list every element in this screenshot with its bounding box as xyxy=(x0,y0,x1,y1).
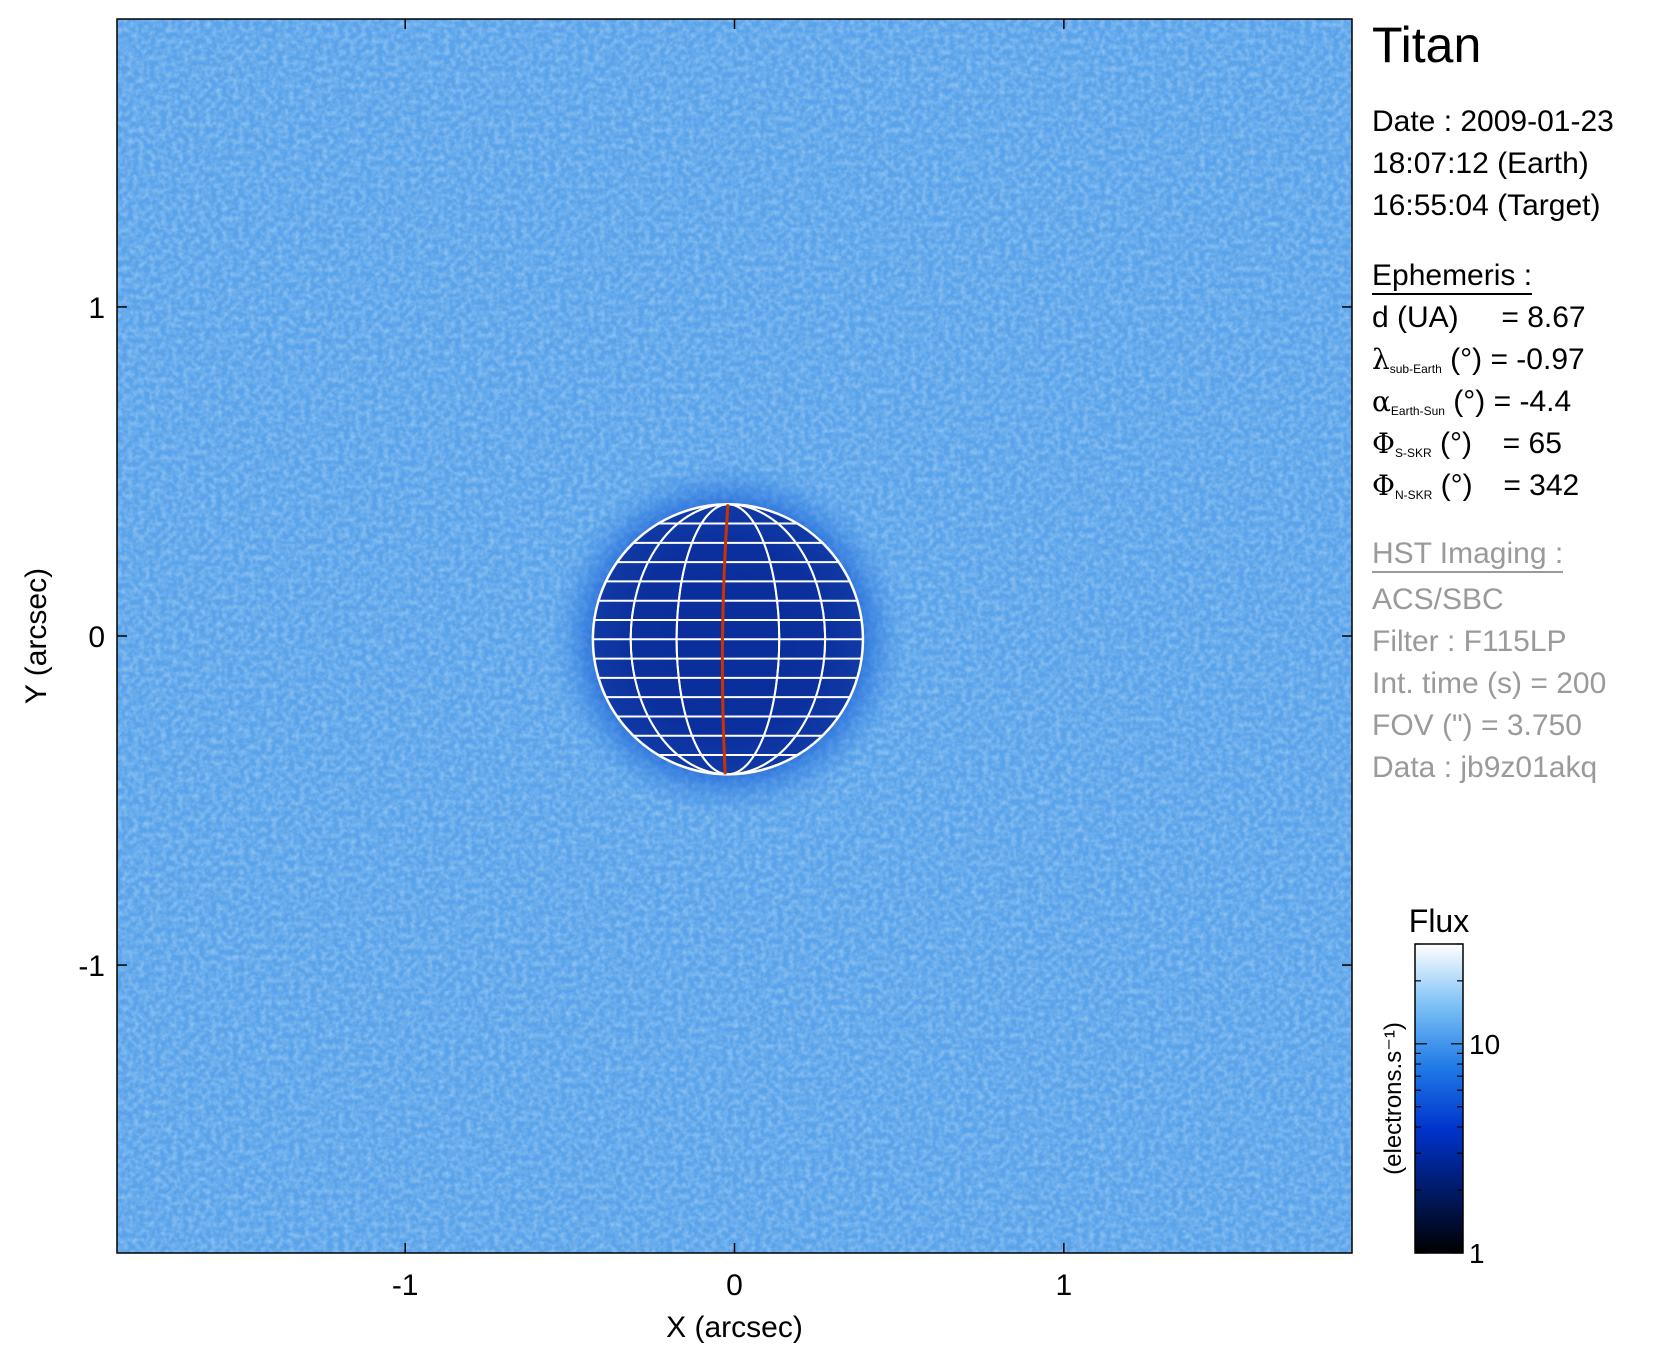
eph-sub-earth-unit: (°) xyxy=(1450,343,1483,376)
eph-phase-angle: αEarth-Sun (°) = -4.4 xyxy=(1372,384,1571,429)
titan-limb xyxy=(591,503,865,776)
eph-n-skr-unit: (°) xyxy=(1440,469,1473,502)
phi-symbol: Φ xyxy=(1372,469,1395,502)
date-line: Date : 2009-01-23 xyxy=(1372,105,1614,138)
eph-sub-earth-longitude: λsub-Earth (°) = -0.97 xyxy=(1372,342,1585,387)
eph-phase-value: = -4.4 xyxy=(1493,385,1572,418)
hst-data-id: Data : jb9z01akq xyxy=(1372,751,1598,784)
eph-s-skr-unit: (°) xyxy=(1440,427,1472,460)
x-tick-label: 1 xyxy=(1055,1269,1072,1302)
hst-header: HST Imaging : xyxy=(1372,536,1564,573)
ephemeris-header-text: Ephemeris : xyxy=(1372,259,1533,295)
colorbar-scale xyxy=(1414,943,1464,1254)
x-tick-label: 0 xyxy=(726,1269,743,1302)
eph-n-skr: ΦN-SKR (°) = 342 xyxy=(1372,468,1579,513)
colorbar-label: (electrons.s⁻¹) xyxy=(1380,1022,1407,1175)
longitude-line xyxy=(675,504,781,775)
colorbar-tick-label: 10 xyxy=(1469,1029,1500,1060)
eph-distance: d (UA) = 8.67 xyxy=(1372,300,1586,336)
alpha-symbol: α xyxy=(1372,385,1391,418)
hst-instrument: ACS/SBC xyxy=(1372,583,1504,616)
y-tick-label: -1 xyxy=(78,950,105,983)
eph-distance-label: d (UA) xyxy=(1372,301,1459,334)
s-skr-subscript: S-SKR xyxy=(1394,446,1432,460)
eph-distance-value: = 8.67 xyxy=(1501,301,1586,334)
colorbar: 1 10 xyxy=(1414,943,1500,1269)
sub-earth-subscript: sub-Earth xyxy=(1389,362,1442,376)
y-tick-label: 1 xyxy=(88,292,105,325)
phi-symbol: Φ xyxy=(1372,427,1395,460)
target-title: Titan xyxy=(1372,17,1482,73)
y-axis-label: Y (arcsec) xyxy=(20,568,53,704)
lambda-symbol: λ xyxy=(1372,343,1390,376)
x-axis-label: X (arcsec) xyxy=(666,1311,803,1344)
hst-int-time: Int. time (s) = 200 xyxy=(1372,667,1607,700)
ephemeris-header: Ephemeris : xyxy=(1372,258,1533,295)
hst-fov: FOV (") = 3.750 xyxy=(1372,709,1582,742)
x-tick-label: -1 xyxy=(392,1269,419,1302)
axes: -1 0 1 -1 0 1 xyxy=(78,19,1352,1302)
eph-phase-unit: (°) xyxy=(1453,385,1486,418)
hst-filter: Filter : F115LP xyxy=(1372,625,1567,658)
eph-sub-earth-value: = -0.97 xyxy=(1490,343,1585,376)
lat-lon-grid xyxy=(592,504,863,775)
earth-sun-subscript: Earth-Sun xyxy=(1390,404,1445,418)
eph-s-skr: ΦS-SKR (°) = 65 xyxy=(1372,426,1562,471)
target-time: 16:55:04 (Target) xyxy=(1372,189,1601,222)
colorbar-title: Flux xyxy=(1409,903,1469,939)
central-meridian xyxy=(720,504,730,775)
y-tick-label: 0 xyxy=(88,621,105,654)
earth-time: 18:07:12 (Earth) xyxy=(1372,147,1589,180)
n-skr-subscript: N-SKR xyxy=(1394,488,1433,502)
eph-s-skr-value: = 65 xyxy=(1502,427,1562,460)
eph-n-skr-value: = 342 xyxy=(1503,469,1580,502)
longitude-line xyxy=(629,504,827,775)
hst-header-text: HST Imaging : xyxy=(1372,537,1564,573)
colorbar-tick-label: 1 xyxy=(1469,1238,1485,1269)
